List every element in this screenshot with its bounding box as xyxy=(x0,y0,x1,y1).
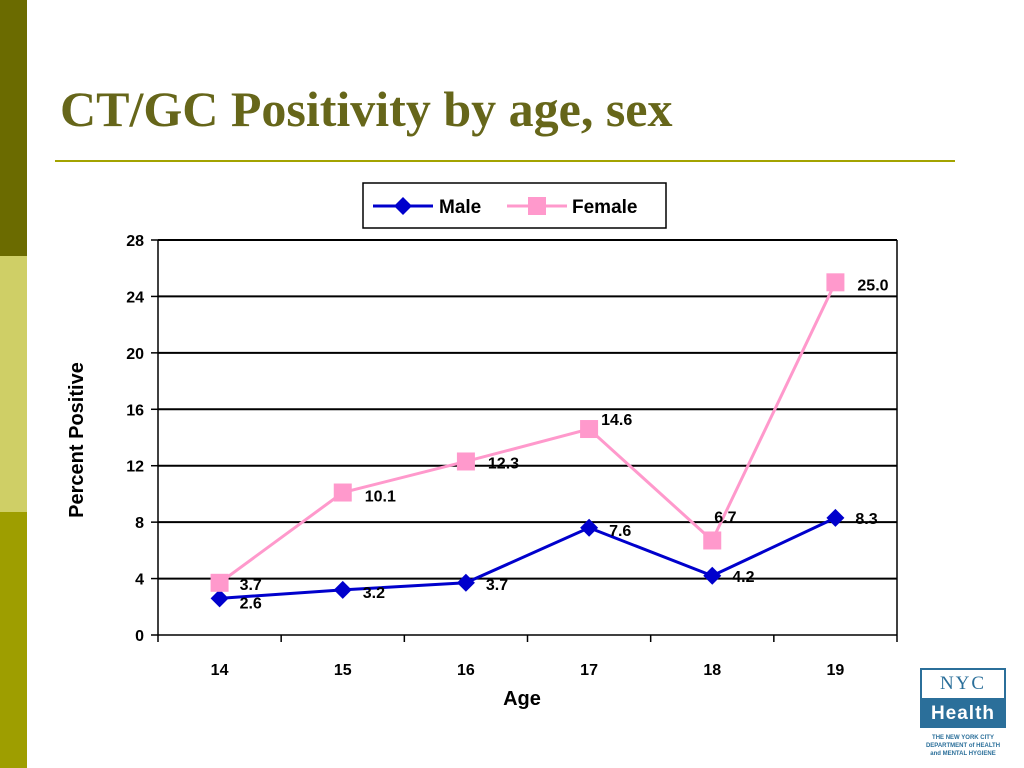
nyc-health-logo: NYC Health THE NEW YORK CITY DEPARTMENT … xyxy=(920,668,1006,764)
male-data-label: 4.2 xyxy=(732,569,754,586)
logo-text-nyc: NYC xyxy=(922,670,1004,700)
male-data-point xyxy=(826,508,845,527)
logo-caption: THE NEW YORK CITY DEPARTMENT of HEALTH a… xyxy=(920,734,1006,758)
y-tick-label: 24 xyxy=(126,289,144,306)
female-data-label: 14.6 xyxy=(601,412,632,429)
male-series-line xyxy=(219,516,837,600)
x-tick-label: 16 xyxy=(457,662,475,679)
male-data-point xyxy=(210,589,229,608)
legend-female-label: Female xyxy=(572,197,637,218)
female-data-point xyxy=(580,420,599,439)
female-data-label: 10.1 xyxy=(365,489,396,506)
x-tick-label: 19 xyxy=(827,662,845,679)
female-data-point xyxy=(456,452,475,471)
slide-title: CT/GC Positivity by age, sex xyxy=(60,81,673,137)
male-data-label: 2.6 xyxy=(240,595,262,612)
legend-female-marker xyxy=(528,197,546,215)
logo-caption-line: DEPARTMENT of HEALTH xyxy=(925,743,1001,749)
x-axis-title: Age xyxy=(503,688,541,710)
female-data-point xyxy=(703,531,722,550)
female-data-label: 6.7 xyxy=(714,509,736,526)
female-data-point xyxy=(333,483,352,502)
female-data-point xyxy=(826,273,845,292)
y-axis-title: Percent Positive xyxy=(66,362,88,518)
y-tick-label: 20 xyxy=(126,346,144,363)
male-data-point xyxy=(456,573,475,592)
title-divider xyxy=(55,160,955,162)
y-tick-label: 28 xyxy=(126,233,144,250)
female-data-label: 12.3 xyxy=(488,455,519,472)
y-tick-label: 12 xyxy=(126,459,144,476)
y-tick-label: 16 xyxy=(126,402,144,419)
y-tick-label: 0 xyxy=(135,628,144,645)
x-tick-label: 17 xyxy=(580,662,598,679)
logo-box: NYC Health xyxy=(920,668,1006,728)
male-data-point xyxy=(580,518,599,537)
logo-caption-line: THE NEW YORK CITY xyxy=(932,735,994,741)
x-tick-label: 15 xyxy=(334,662,352,679)
x-tick-label: 18 xyxy=(703,662,721,679)
male-data-point xyxy=(703,566,722,585)
male-data-label: 8.3 xyxy=(855,511,877,528)
female-series-line xyxy=(218,281,837,585)
male-data-point xyxy=(333,580,352,599)
male-data-label: 3.2 xyxy=(363,585,385,602)
female-data-label: 25.0 xyxy=(857,277,888,294)
female-data-point xyxy=(210,573,229,592)
logo-caption-line: and MENTAL HYGIENE xyxy=(930,751,996,757)
male-data-label: 3.7 xyxy=(486,577,508,594)
decorative-sidebar-bottom xyxy=(0,512,27,768)
decorative-sidebar-middle xyxy=(0,256,27,512)
x-tick-label: 14 xyxy=(211,662,229,679)
legend-male-label: Male xyxy=(439,197,481,218)
y-tick-label: 4 xyxy=(135,572,144,589)
legend-male-marker xyxy=(394,197,412,215)
male-data-label: 7.6 xyxy=(609,523,631,540)
logo-text-health: Health xyxy=(922,700,1004,728)
decorative-sidebar-top xyxy=(0,0,27,256)
female-data-label: 3.7 xyxy=(240,577,262,594)
y-tick-label: 8 xyxy=(135,515,144,532)
